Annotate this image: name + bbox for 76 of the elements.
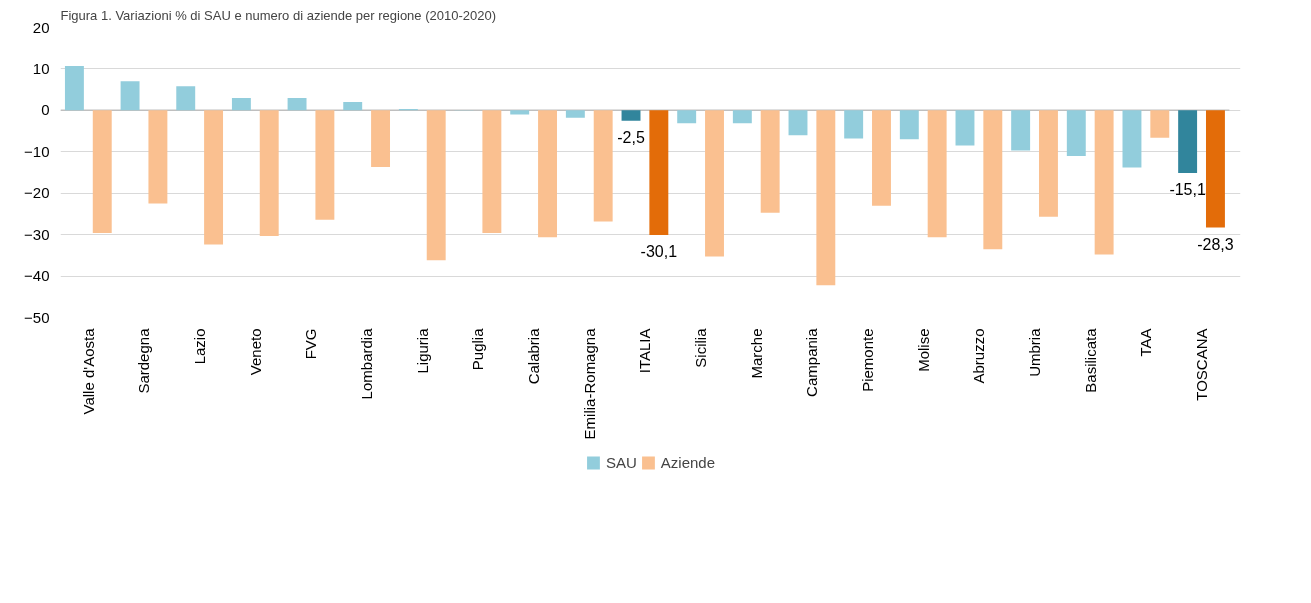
- data-label: -2,5: [617, 128, 645, 146]
- y-tick-label: 20: [32, 18, 50, 36]
- bar: [760, 110, 780, 213]
- x-tick-label: Calabria: [525, 327, 543, 385]
- bar: [231, 97, 251, 111]
- bar: [1011, 110, 1031, 151]
- bar: [371, 110, 391, 168]
- bar: [426, 110, 446, 261]
- bar: [1150, 110, 1170, 138]
- bar: [510, 110, 530, 115]
- bar: [899, 110, 919, 140]
- data-label: -15,1: [1169, 180, 1206, 198]
- x-tick-label: Valle d'Aosta: [79, 327, 97, 415]
- bar: [176, 86, 196, 111]
- bar: [705, 110, 724, 257]
- y-tick-label: −20: [24, 184, 50, 202]
- bar: [593, 110, 613, 222]
- y-tick-label: 0: [41, 101, 50, 119]
- bar: [1205, 110, 1225, 228]
- x-tick-label: Emilia-Romagna: [580, 327, 598, 440]
- x-tick-label: Campania: [803, 327, 821, 397]
- legend-label: Aziende: [660, 453, 716, 471]
- bar: [92, 110, 112, 233]
- bar: [816, 110, 836, 286]
- x-tick-label: Marche: [747, 328, 765, 379]
- x-tick-label: ITALIA: [636, 328, 654, 374]
- bar: [1094, 110, 1114, 255]
- x-tick-label: Lazio: [191, 328, 209, 365]
- x-tick-label: TAA: [1137, 328, 1155, 357]
- y-tick-label: −40: [24, 267, 50, 285]
- x-tick-label: TOSCANA: [1193, 328, 1211, 401]
- x-tick-label: Basilicata: [1081, 327, 1099, 393]
- x-tick-label: Sicilia: [692, 327, 710, 368]
- bar: [482, 110, 502, 233]
- bar: [732, 110, 752, 124]
- x-tick-label: Sardegna: [135, 327, 153, 394]
- x-tick-label: FVG: [302, 328, 320, 360]
- bar: [315, 110, 335, 220]
- x-tick-label: Lombardia: [358, 327, 376, 400]
- x-tick-label: Abruzzo: [970, 328, 988, 384]
- bar: [677, 110, 697, 124]
- bar: [120, 81, 140, 111]
- y-tick-label: −10: [24, 142, 50, 160]
- bar: [955, 110, 975, 146]
- data-label: -28,3: [1197, 235, 1234, 253]
- bar: [259, 110, 279, 236]
- bar: [565, 110, 585, 118]
- bar: [287, 97, 307, 111]
- y-tick-label: 10: [32, 59, 50, 77]
- bar: [1122, 110, 1142, 168]
- x-tick-label: Molise: [914, 328, 932, 372]
- bar: [927, 110, 947, 238]
- bar: [148, 110, 168, 204]
- bar: [621, 110, 641, 121]
- bar: [788, 110, 808, 136]
- bar: [1039, 110, 1058, 217]
- y-tick-label: −50: [24, 308, 50, 326]
- bar: [64, 66, 84, 111]
- bar: [649, 110, 669, 236]
- x-tick-label: Piemonte: [859, 328, 877, 392]
- x-tick-label: Liguria: [413, 327, 431, 374]
- y-tick-label: −30: [24, 225, 50, 243]
- bar: [1066, 110, 1086, 156]
- bar: [343, 102, 363, 111]
- bar: [538, 110, 557, 238]
- bar: [204, 110, 224, 245]
- chart-title: Figura 1. Variazioni % di SAU e numero di aziende per regione (2010-2020): [60, 7, 497, 23]
- bar: [983, 110, 1003, 250]
- x-tick-label: Umbria: [1026, 327, 1044, 377]
- bar: [1178, 110, 1198, 173]
- data-label: -30,1: [640, 243, 678, 261]
- x-tick-label: Puglia: [469, 327, 487, 371]
- bar: [872, 110, 891, 206]
- bar: [844, 110, 864, 139]
- x-tick-label: Veneto: [246, 328, 264, 376]
- legend-label: SAU: [605, 453, 637, 471]
